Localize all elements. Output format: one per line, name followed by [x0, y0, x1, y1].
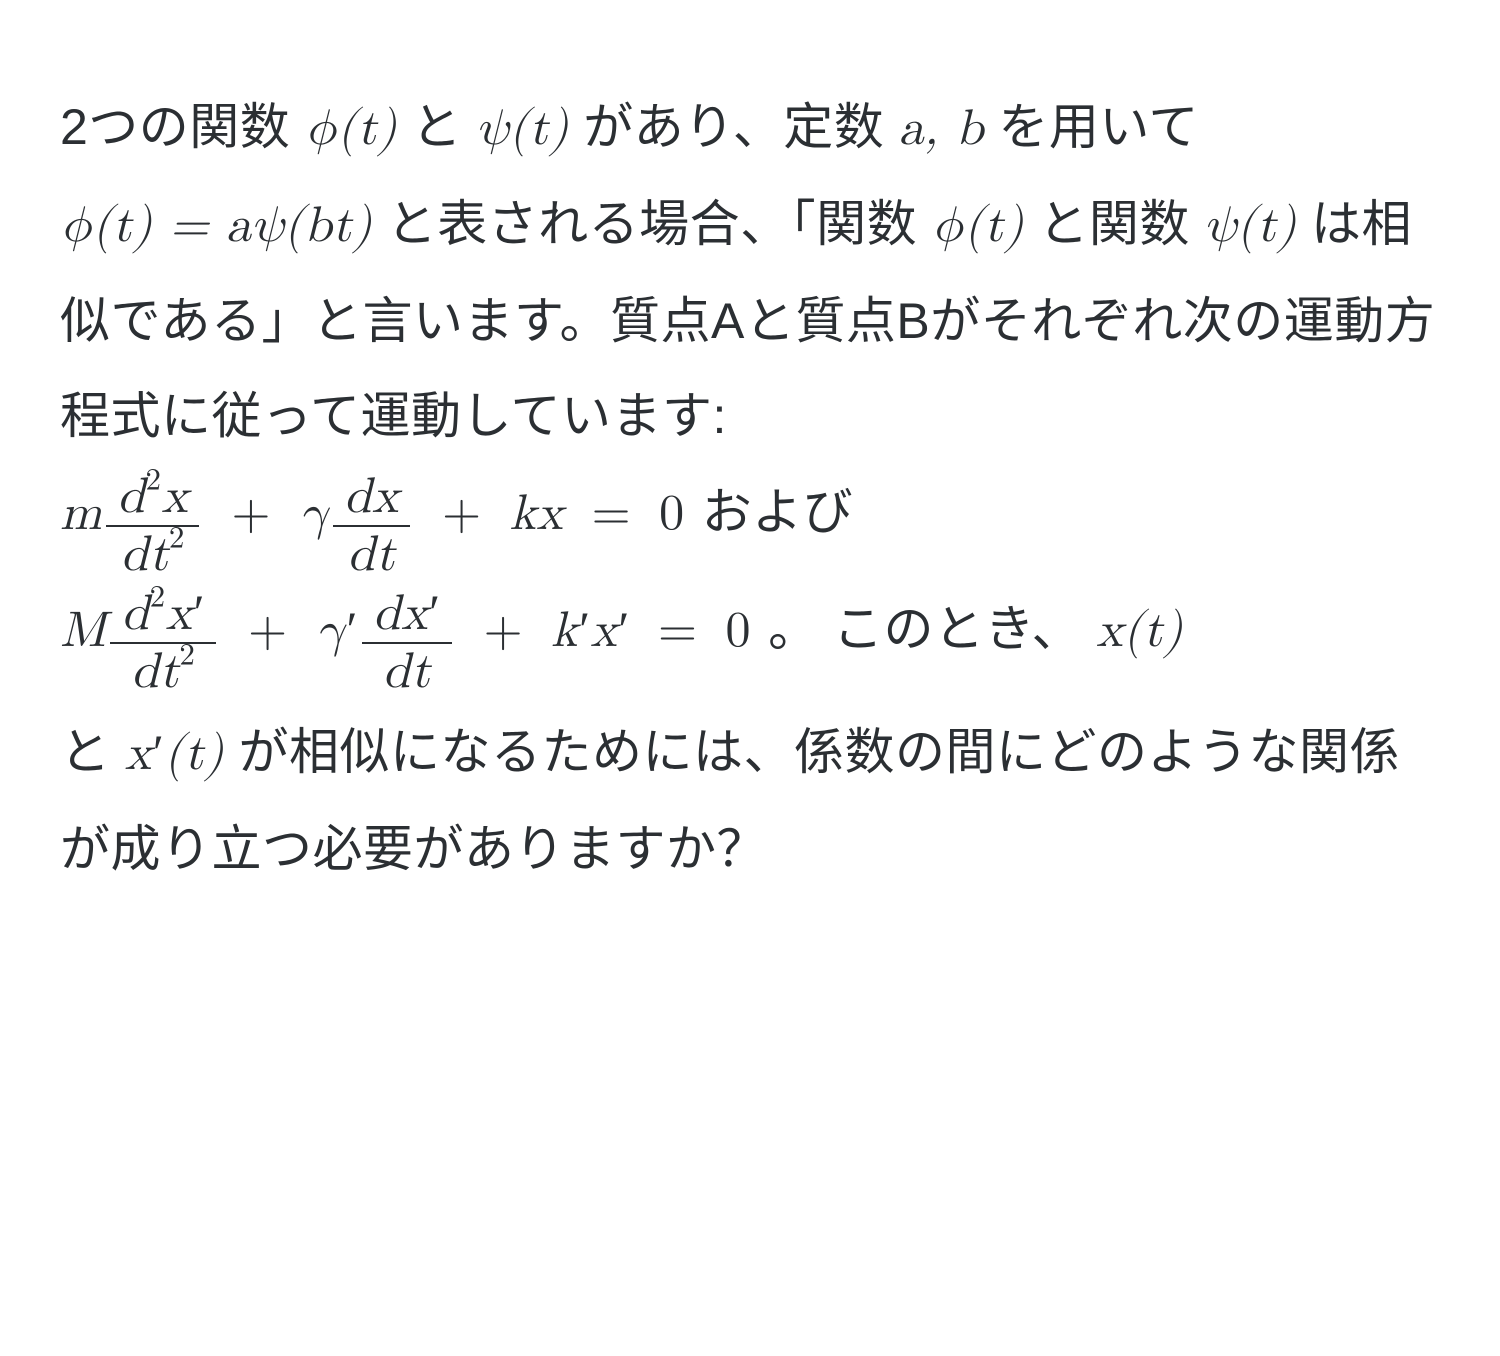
text: が相似になるためには、係数の間にどのような関係が成り立つ必要がありますか？	[60, 724, 1400, 877]
zero: 0	[659, 489, 685, 539]
fraction-dx-dt: dx dt	[333, 472, 410, 580]
var-gamma: γ	[299, 489, 329, 539]
problem-text: 2つの関数 ϕ(t) と ψ(t) があり、定数 a, b を用いて ϕ(t) …	[0, 0, 1500, 977]
equation-B: M d2x′ dt2 + γ′ dx′ dt + k′x′ = 0 。 このとき…	[60, 587, 1440, 697]
text: および	[702, 484, 854, 540]
var-m: m	[60, 489, 102, 539]
fraction-dxprime-dt: dx′ dt	[362, 587, 452, 697]
text: と関数	[1038, 196, 1204, 252]
math-psi-t: ψ(t)	[476, 104, 568, 154]
equals-op: =	[581, 489, 642, 539]
text: と	[412, 99, 477, 155]
plus-op: +	[237, 606, 298, 656]
plus-op: +	[473, 606, 534, 656]
math-relation: ϕ(t) = aψ(bt)	[60, 201, 372, 251]
var-gamma-prime: γ′	[316, 606, 358, 656]
math-phi-t: ϕ(t)	[932, 201, 1024, 251]
term-kprime-xprime: k′x′	[551, 606, 630, 656]
text: を用いて	[998, 99, 1199, 155]
text: 2つの関数	[60, 99, 305, 155]
math-x-t: x(t)	[1096, 606, 1183, 656]
math-ab: a, b	[899, 104, 984, 154]
text: 。 このとき、	[768, 601, 1096, 657]
fraction-d2xprime-dt2: d2x′ dt2	[110, 587, 216, 697]
equals-op: =	[647, 606, 708, 656]
var-M: M	[60, 606, 106, 656]
text: と	[60, 724, 125, 780]
fraction-d2x-dt2: d2x dt2	[106, 472, 199, 580]
plus-op: +	[431, 489, 492, 539]
plus-op: +	[220, 489, 281, 539]
math-xprime-t: x′(t)	[125, 729, 224, 779]
text: があり、定数	[583, 99, 898, 155]
equation-A: m d2x dt2 + γ dx dt + kx = 0 および	[60, 472, 1440, 580]
math-phi-t: ϕ(t)	[305, 104, 397, 154]
term-kx: kx	[510, 489, 564, 539]
text: と表される場合、「関数	[387, 196, 932, 252]
math-psi-t: ψ(t)	[1204, 201, 1296, 251]
zero: 0	[725, 606, 751, 656]
